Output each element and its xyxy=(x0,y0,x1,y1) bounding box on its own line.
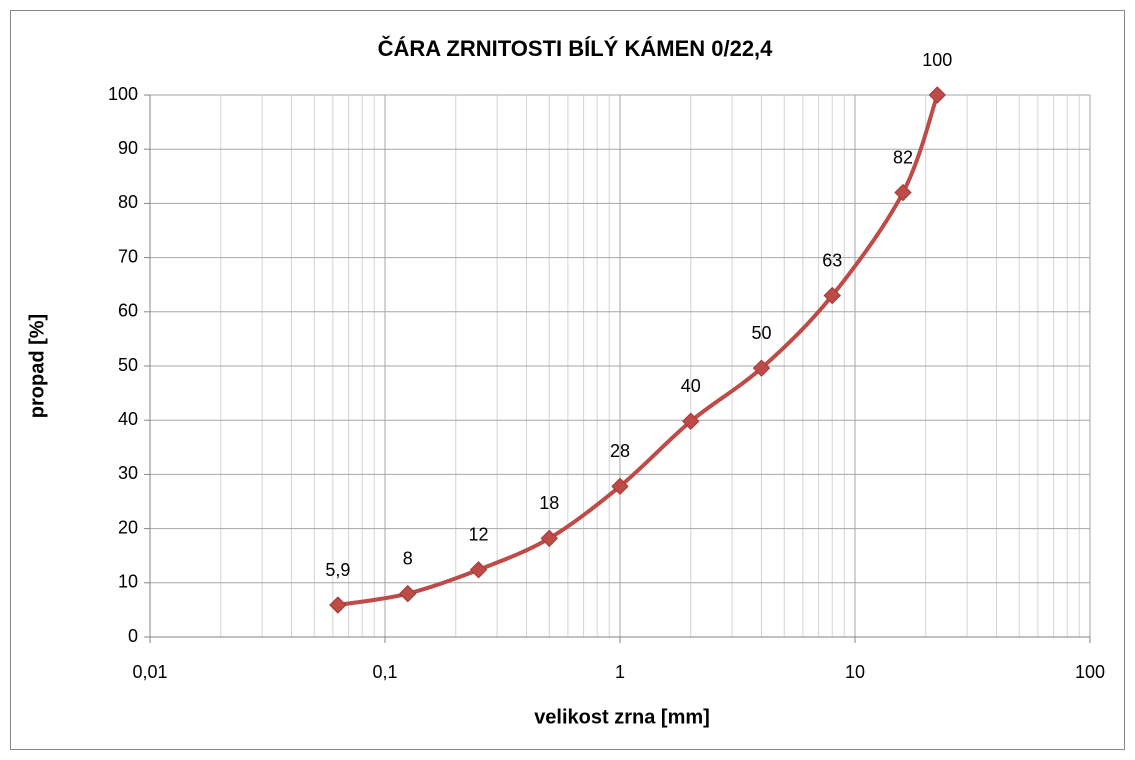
chart-title: ČÁRA ZRNITOSTI BÍLÝ KÁMEN 0/22,4 xyxy=(378,36,774,61)
marker xyxy=(540,529,558,548)
marker xyxy=(928,86,947,104)
marker xyxy=(469,561,488,579)
y-tick-label: 100 xyxy=(108,84,138,104)
data-label: 5,9 xyxy=(325,560,350,580)
marker xyxy=(752,359,771,377)
x-tick-label: 10 xyxy=(845,662,865,682)
y-tick-label: 50 xyxy=(118,355,138,375)
data-label: 50 xyxy=(751,323,771,343)
marker xyxy=(894,183,912,202)
x-tick-label: 0,1 xyxy=(372,662,397,682)
y-tick-label: 10 xyxy=(118,572,138,592)
y-tick-label: 80 xyxy=(118,192,138,212)
y-axis-label: propad [%] xyxy=(26,314,48,418)
y-tick-label: 30 xyxy=(118,463,138,483)
y-tick-label: 60 xyxy=(118,301,138,321)
data-label: 18 xyxy=(539,493,559,513)
data-label: 12 xyxy=(469,525,489,545)
marker xyxy=(329,596,347,614)
data-label: 100 xyxy=(922,50,952,70)
series-line xyxy=(337,94,940,607)
data-label: 63 xyxy=(822,250,842,270)
x-axis-label: velikost zrna [mm] xyxy=(534,706,710,728)
x-tick-label: 0,01 xyxy=(132,662,167,682)
data-label: 82 xyxy=(893,147,913,167)
marker xyxy=(399,584,417,603)
y-tick-label: 40 xyxy=(118,409,138,429)
y-tick-label: 70 xyxy=(118,246,138,266)
marker xyxy=(611,477,629,496)
marker xyxy=(682,412,700,430)
x-tick-label: 1 xyxy=(615,662,625,682)
y-tick-label: 20 xyxy=(118,517,138,537)
data-label: 28 xyxy=(610,441,630,461)
data-label: 8 xyxy=(403,548,413,568)
x-tick-label: 100 xyxy=(1075,662,1105,682)
data-label: 40 xyxy=(681,376,701,396)
marker xyxy=(823,286,841,305)
y-tick-label: 0 xyxy=(128,626,138,646)
y-tick-label: 90 xyxy=(118,138,138,158)
